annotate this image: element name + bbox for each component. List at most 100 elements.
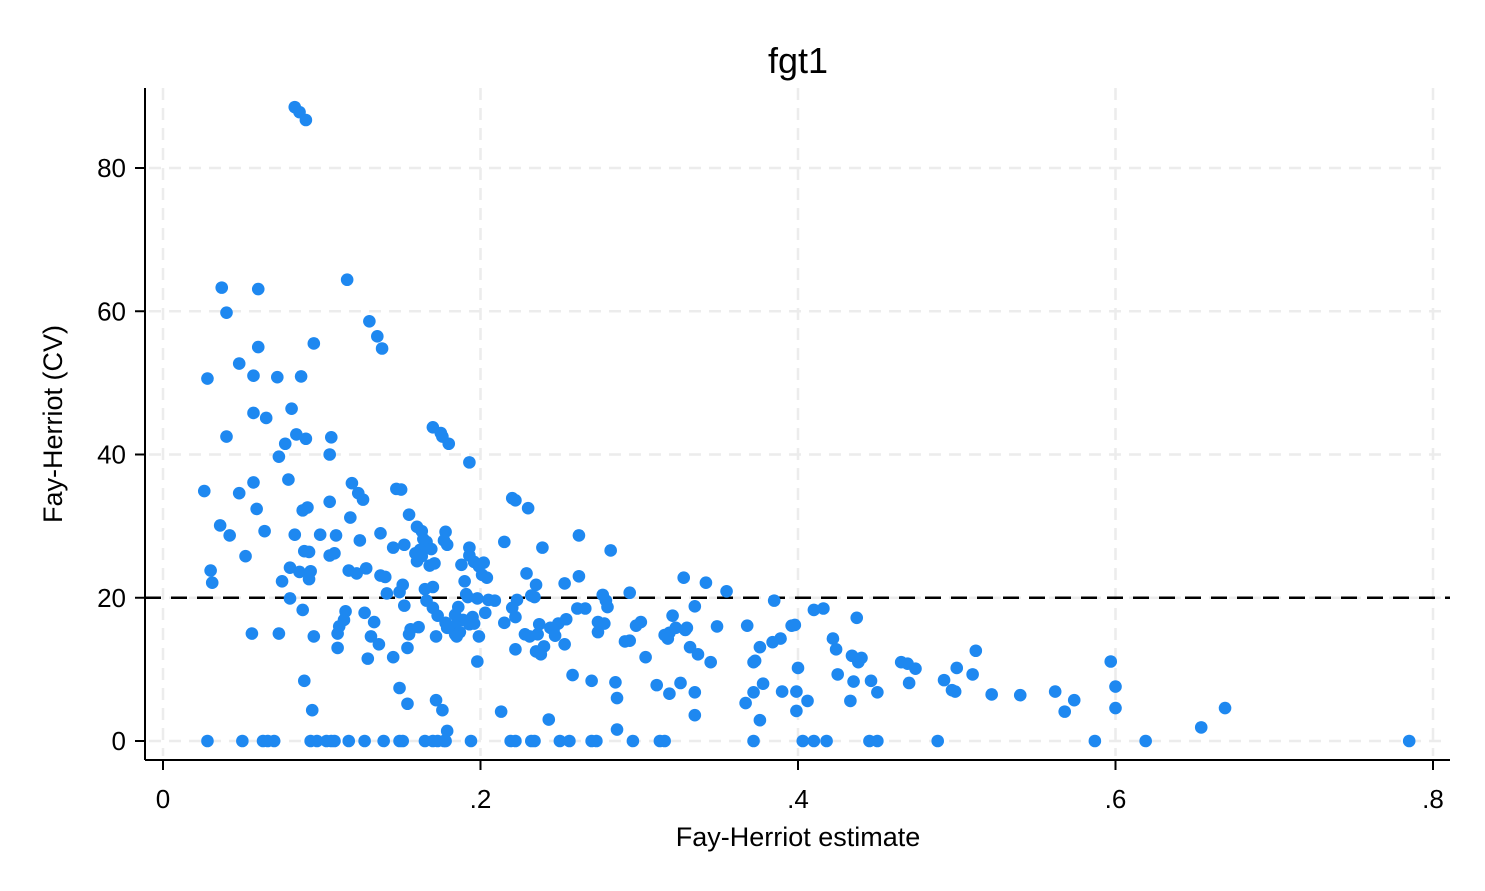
data-point: [353, 534, 367, 547]
data-point: [299, 432, 313, 446]
data-point: [340, 273, 354, 287]
data-point: [299, 113, 313, 127]
data-point: [529, 578, 543, 592]
data-point: [302, 545, 316, 559]
data-point: [1058, 705, 1071, 718]
data-point: [498, 535, 511, 549]
data-point: [197, 484, 211, 498]
data-points: [197, 100, 1416, 748]
data-point: [247, 476, 260, 489]
data-point: [288, 528, 302, 542]
x-axis-title: Fay-Herriot estimate: [676, 822, 921, 852]
data-point: [1109, 701, 1122, 715]
data-point: [498, 616, 511, 630]
data-point: [820, 734, 833, 748]
data-point: [572, 529, 586, 542]
data-point: [467, 617, 481, 630]
data-point: [275, 574, 289, 588]
x-tick-label: .6: [1105, 784, 1127, 814]
data-point: [658, 734, 671, 748]
grid-lines: [149, 88, 1446, 756]
data-point: [267, 734, 281, 748]
data-point: [293, 565, 306, 579]
data-point: [331, 627, 344, 640]
y-tick-label: 60: [97, 296, 126, 326]
data-point: [361, 652, 375, 665]
data-point: [331, 641, 344, 655]
data-point: [472, 630, 486, 643]
data-point: [639, 650, 652, 664]
data-point: [440, 538, 454, 552]
data-point: [294, 370, 308, 383]
data-point: [909, 662, 922, 675]
data-point: [817, 602, 830, 615]
data-point: [223, 529, 236, 542]
data-point: [747, 734, 760, 748]
data-point: [1088, 734, 1102, 748]
data-point: [801, 694, 814, 708]
data-point: [278, 437, 292, 451]
data-point: [604, 544, 617, 557]
data-point: [937, 673, 951, 687]
data-point: [585, 674, 598, 688]
data-point: [290, 428, 303, 441]
data-point: [215, 281, 229, 294]
data-point: [864, 674, 878, 688]
data-point: [371, 330, 384, 343]
data-point: [610, 723, 624, 736]
data-point: [201, 372, 214, 385]
data-point: [985, 688, 998, 701]
tick-labels: 0 .2 .4 .6 .8 0 20 40 60 80: [97, 153, 1444, 814]
data-point: [704, 655, 717, 669]
data-point: [578, 602, 592, 615]
data-point: [412, 620, 425, 634]
data-point: [829, 643, 843, 656]
data-point: [271, 370, 284, 384]
data-point: [739, 696, 752, 710]
data-point: [259, 411, 273, 425]
data-point: [440, 724, 454, 738]
data-point: [626, 734, 640, 748]
data-point: [367, 615, 381, 629]
data-point: [1013, 688, 1027, 702]
data-point: [328, 547, 341, 560]
data-point: [313, 528, 327, 542]
data-point: [931, 734, 944, 748]
data-point: [831, 668, 844, 681]
data-point: [377, 734, 390, 748]
data-point: [323, 448, 336, 461]
data-point: [359, 562, 373, 575]
data-point: [213, 519, 227, 532]
data-point: [1048, 685, 1062, 698]
y-tick-label: 40: [97, 440, 126, 470]
data-point: [342, 734, 356, 748]
data-point: [307, 630, 321, 643]
data-point: [323, 495, 336, 509]
data-point: [523, 630, 537, 643]
x-tick-label: .4: [787, 784, 809, 814]
data-point: [358, 734, 371, 748]
data-point: [302, 572, 316, 586]
data-point: [393, 681, 406, 695]
data-point: [239, 549, 252, 563]
x-tick-label: .8: [1422, 784, 1444, 814]
data-point: [558, 577, 571, 590]
data-point: [410, 554, 424, 568]
data-point: [364, 630, 378, 643]
data-point: [442, 437, 456, 451]
data-point: [661, 632, 675, 645]
data-point: [398, 538, 411, 552]
data-point: [850, 611, 864, 625]
data-point: [305, 703, 319, 717]
data-point: [372, 638, 386, 651]
data-point: [386, 650, 400, 664]
data-point: [272, 450, 286, 463]
data-point: [283, 561, 297, 574]
data-point: [753, 713, 767, 727]
data-point: [688, 708, 702, 722]
data-point: [609, 675, 622, 689]
data-point: [380, 587, 394, 600]
data-point: [220, 306, 233, 319]
data-point: [521, 501, 535, 515]
data-point: [855, 651, 868, 665]
